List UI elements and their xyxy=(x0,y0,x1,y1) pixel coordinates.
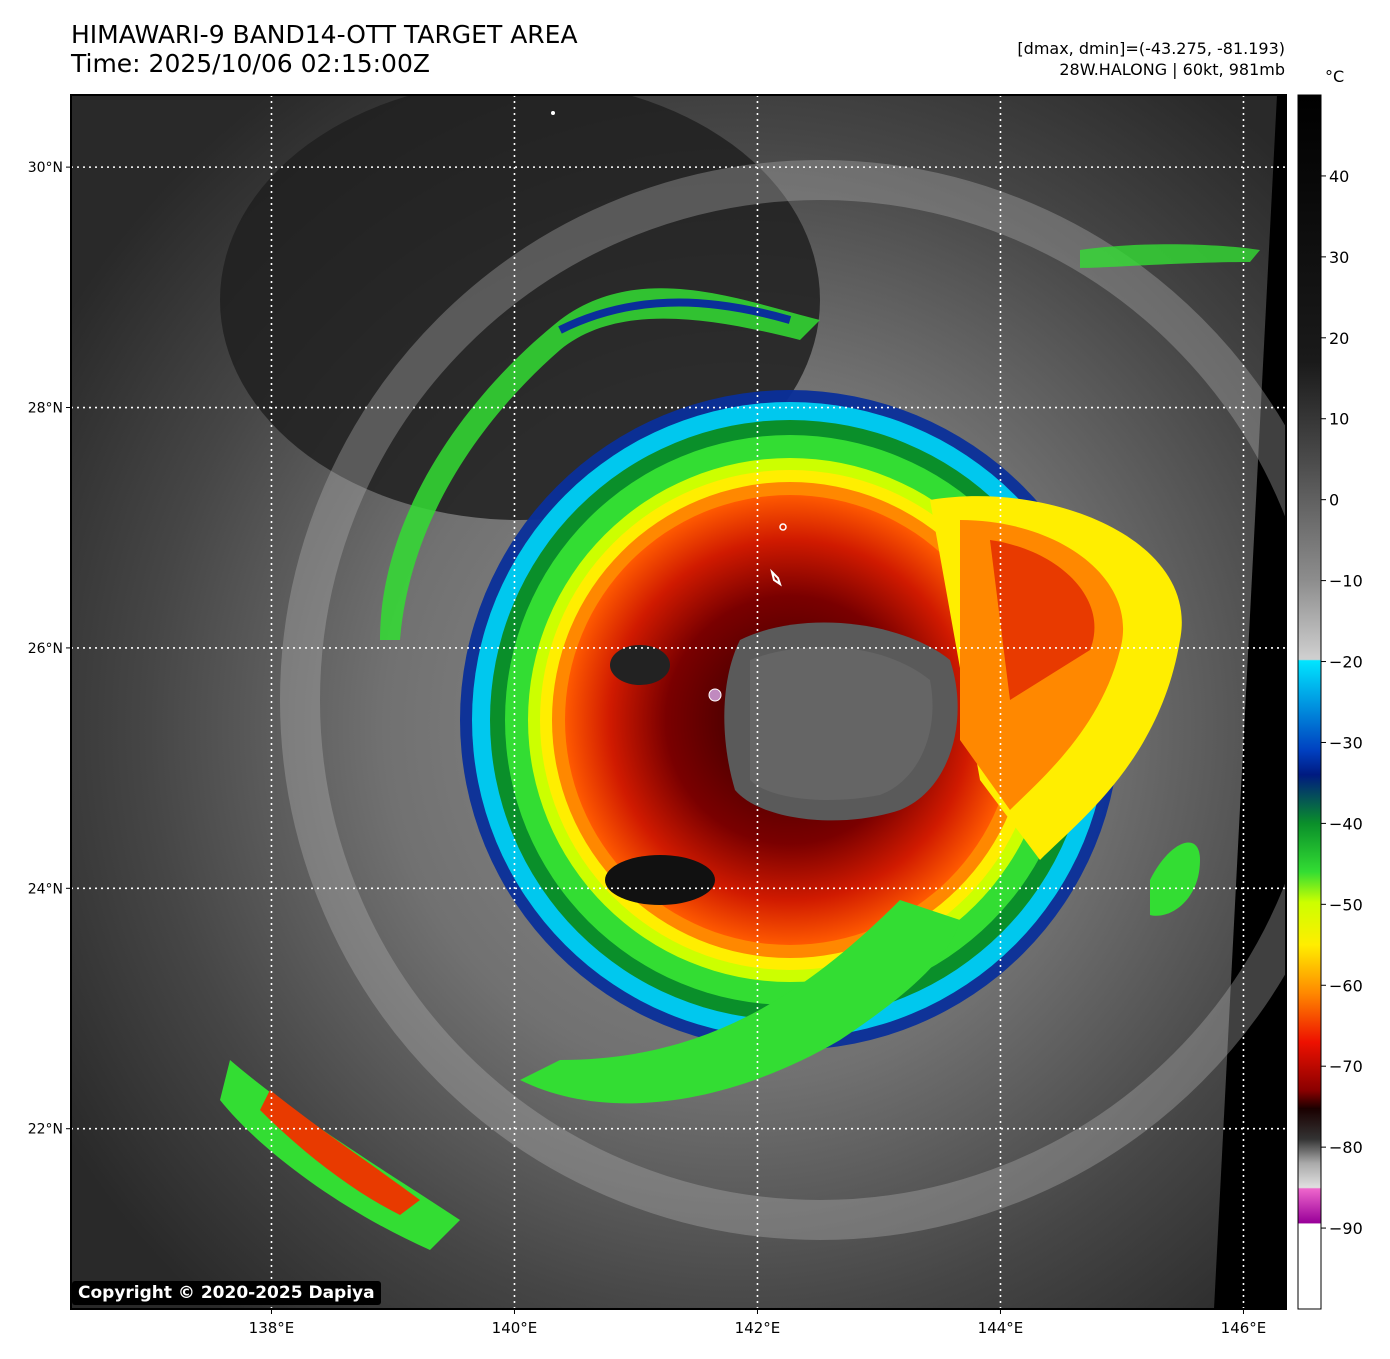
y-tick-label: 30°N xyxy=(28,160,63,176)
colorbar-unit: °C xyxy=(1325,67,1345,86)
y-tick-label: 24°N xyxy=(28,881,63,897)
colorbar-tick-label: −30 xyxy=(1329,733,1363,752)
colorbar-ticks: 40 30 20 10 0 −10 −20 −30 −40 −50 −60 −70 −80 −90 xyxy=(1321,167,1363,1238)
x-tick-label: 146°E xyxy=(1221,1319,1267,1337)
colorbar-tick-label: −80 xyxy=(1329,1138,1363,1157)
map-frame xyxy=(70,94,1287,1310)
y-tick-label: 22°N xyxy=(28,1122,63,1138)
colorbar-tick-label: 40 xyxy=(1329,167,1349,186)
gridlines xyxy=(71,95,1286,1309)
x-tick-label: 142°E xyxy=(735,1319,781,1337)
colorbar-tick-label: 10 xyxy=(1329,410,1349,429)
meta-block: [dmax, dmin]=(-43.275, -81.193) 28W.HALO… xyxy=(1017,38,1285,80)
y-tick-label: 26°N xyxy=(28,641,63,657)
x-tick-label: 138°E xyxy=(249,1319,295,1337)
colorbar-tick-label: −70 xyxy=(1329,1057,1363,1076)
colorbar-tick-label: −60 xyxy=(1329,976,1363,995)
imagery-layer xyxy=(71,95,1286,1309)
time-title: Time: 2025/10/06 02:15:00Z xyxy=(71,49,430,78)
colorbar-tick-label: −10 xyxy=(1329,572,1363,591)
colorbar-tick-label: −40 xyxy=(1329,814,1363,833)
colorbar-tick-label: 0 xyxy=(1329,491,1339,510)
colorbar-tick-label: 30 xyxy=(1329,248,1349,267)
colorbar-tick-label: −90 xyxy=(1329,1219,1363,1238)
x-tick-label: 140°E xyxy=(492,1319,538,1337)
product-title: HIMAWARI-9 BAND14-OTT TARGET AREA xyxy=(71,20,578,49)
axis-labels: 138°E 140°E 142°E 144°E 146°E 30°N 28°N 26°N 24°… xyxy=(28,160,1267,1337)
colorbar-tick-label: −50 xyxy=(1329,895,1363,914)
copyright-label: Copyright © 2020-2025 Dapiya xyxy=(72,1281,381,1305)
dmax-dmin-label: [dmax, dmin]=(-43.275, -81.193) xyxy=(1017,39,1285,58)
y-tick-label: 28°N xyxy=(28,401,63,417)
x-tick-label: 144°E xyxy=(978,1319,1024,1337)
colorbar-tick-label: 20 xyxy=(1329,329,1349,348)
colorbar-tick-label: −20 xyxy=(1329,653,1363,672)
title-block: HIMAWARI-9 BAND14-OTT TARGET AREA Time: … xyxy=(71,20,578,78)
colorbar xyxy=(1297,94,1322,1310)
storm-label: 28W.HALONG | 60kt, 981mb xyxy=(1059,60,1285,79)
